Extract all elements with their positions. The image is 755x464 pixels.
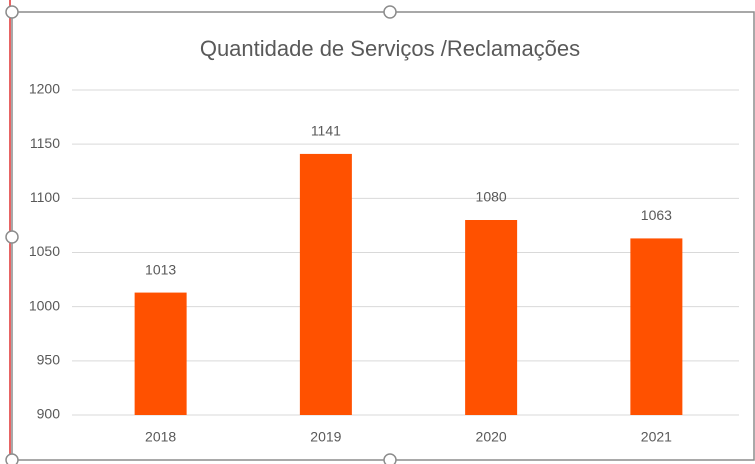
handle <box>5 5 19 19</box>
handle <box>383 453 397 464</box>
x-tick-label: 2020 <box>476 429 507 445</box>
y-tick-label: 900 <box>37 406 61 422</box>
bar <box>465 220 518 415</box>
y-tick-label: 1050 <box>29 243 60 259</box>
y-tick-label: 950 <box>37 352 61 368</box>
handle <box>5 453 19 464</box>
bar <box>299 153 352 415</box>
data-label: 1013 <box>145 261 176 277</box>
x-tick-label: 2019 <box>310 429 341 445</box>
chart-title: Quantidade de Serviços /Reclamações <box>200 36 580 61</box>
bar <box>630 238 683 415</box>
handle <box>5 230 19 244</box>
x-tick-label: 2021 <box>641 429 672 445</box>
data-label: 1080 <box>476 189 507 205</box>
handle <box>383 5 397 19</box>
y-tick-label: 1000 <box>29 297 60 313</box>
bar <box>134 292 187 415</box>
data-label: 1141 <box>311 123 341 139</box>
x-tick-label: 2018 <box>145 429 176 445</box>
y-tick-label: 1200 <box>29 81 60 97</box>
y-tick-label: 1100 <box>30 189 60 205</box>
data-label: 1063 <box>641 207 672 223</box>
y-tick-label: 1150 <box>30 135 60 151</box>
resize-handles <box>5 5 397 464</box>
